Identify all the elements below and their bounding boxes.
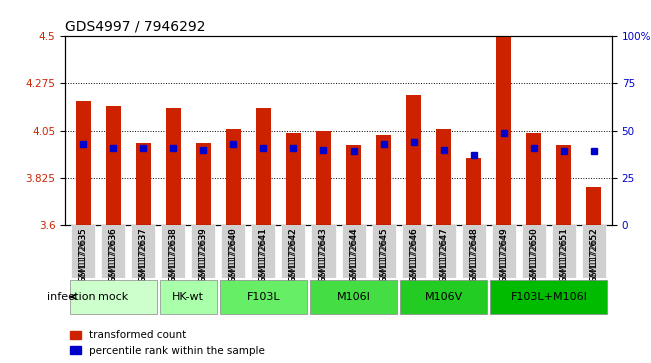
FancyBboxPatch shape — [71, 225, 95, 278]
FancyBboxPatch shape — [310, 280, 397, 314]
Text: GSM1172642: GSM1172642 — [289, 228, 298, 281]
Text: GSM1172648: GSM1172648 — [469, 228, 478, 281]
FancyBboxPatch shape — [161, 225, 186, 278]
Text: GSM1172635: GSM1172635 — [79, 228, 88, 288]
FancyBboxPatch shape — [132, 225, 155, 278]
FancyBboxPatch shape — [342, 225, 366, 278]
FancyBboxPatch shape — [402, 225, 426, 278]
FancyBboxPatch shape — [552, 225, 576, 278]
Text: GSM1172637: GSM1172637 — [139, 228, 148, 288]
FancyBboxPatch shape — [432, 225, 456, 278]
Bar — [286, 133, 301, 225]
Bar — [166, 107, 181, 225]
Bar — [346, 145, 361, 225]
FancyBboxPatch shape — [220, 280, 307, 314]
Text: GSM1172638: GSM1172638 — [169, 228, 178, 281]
FancyBboxPatch shape — [191, 225, 215, 278]
Text: F103L+M106I: F103L+M106I — [510, 292, 587, 302]
Text: GSM1172643: GSM1172643 — [319, 228, 328, 288]
Text: GSM1172649: GSM1172649 — [499, 228, 508, 288]
FancyBboxPatch shape — [492, 225, 516, 278]
Text: GSM1172648: GSM1172648 — [469, 228, 478, 288]
Text: HK-wt: HK-wt — [173, 292, 204, 302]
Text: GSM1172646: GSM1172646 — [409, 228, 418, 281]
Text: GSM1172639: GSM1172639 — [199, 228, 208, 288]
Bar — [76, 101, 90, 225]
Text: GDS4997 / 7946292: GDS4997 / 7946292 — [65, 20, 206, 34]
Text: F103L: F103L — [247, 292, 280, 302]
FancyBboxPatch shape — [582, 225, 606, 278]
Text: GSM1172646: GSM1172646 — [409, 228, 418, 288]
Bar — [226, 129, 241, 225]
Text: GSM1172636: GSM1172636 — [109, 228, 118, 288]
FancyBboxPatch shape — [159, 280, 217, 314]
Bar — [196, 143, 211, 225]
Bar — [376, 135, 391, 225]
FancyBboxPatch shape — [101, 225, 125, 278]
Bar — [496, 36, 511, 225]
FancyBboxPatch shape — [490, 280, 607, 314]
Bar — [105, 106, 120, 225]
Text: GSM1172641: GSM1172641 — [259, 228, 268, 281]
Text: GSM1172652: GSM1172652 — [589, 228, 598, 281]
Bar — [466, 158, 481, 225]
FancyBboxPatch shape — [221, 225, 245, 278]
Text: M106V: M106V — [424, 292, 463, 302]
Text: GSM1172643: GSM1172643 — [319, 228, 328, 281]
Text: GSM1172645: GSM1172645 — [379, 228, 388, 288]
Text: GSM1172641: GSM1172641 — [259, 228, 268, 288]
Text: GSM1172644: GSM1172644 — [349, 228, 358, 281]
Bar — [406, 95, 421, 225]
Text: GSM1172647: GSM1172647 — [439, 228, 448, 288]
Text: GSM1172644: GSM1172644 — [349, 228, 358, 288]
FancyBboxPatch shape — [70, 280, 157, 314]
Text: GSM1172640: GSM1172640 — [229, 228, 238, 281]
Text: GSM1172639: GSM1172639 — [199, 228, 208, 281]
Text: GSM1172635: GSM1172635 — [79, 228, 88, 281]
Bar — [587, 187, 602, 225]
Legend: transformed count, percentile rank within the sample: transformed count, percentile rank withi… — [70, 330, 265, 356]
Bar — [436, 129, 451, 225]
Text: GSM1172642: GSM1172642 — [289, 228, 298, 288]
Bar — [316, 131, 331, 225]
FancyBboxPatch shape — [522, 225, 546, 278]
Bar — [526, 133, 542, 225]
FancyBboxPatch shape — [281, 225, 305, 278]
Bar — [135, 143, 151, 225]
Text: GSM1172638: GSM1172638 — [169, 228, 178, 288]
Bar — [557, 145, 572, 225]
Text: GSM1172645: GSM1172645 — [379, 228, 388, 281]
Text: GSM1172636: GSM1172636 — [109, 228, 118, 281]
Text: GSM1172647: GSM1172647 — [439, 228, 448, 281]
Text: GSM1172652: GSM1172652 — [589, 228, 598, 288]
Text: M106I: M106I — [337, 292, 370, 302]
Bar — [256, 107, 271, 225]
Text: mock: mock — [98, 292, 128, 302]
Text: infection: infection — [47, 292, 96, 302]
FancyBboxPatch shape — [372, 225, 396, 278]
Text: GSM1172650: GSM1172650 — [529, 228, 538, 281]
Text: GSM1172651: GSM1172651 — [559, 228, 568, 281]
FancyBboxPatch shape — [462, 225, 486, 278]
FancyBboxPatch shape — [311, 225, 335, 278]
Text: GSM1172637: GSM1172637 — [139, 228, 148, 281]
Text: GSM1172649: GSM1172649 — [499, 228, 508, 281]
Text: GSM1172651: GSM1172651 — [559, 228, 568, 288]
FancyBboxPatch shape — [251, 225, 275, 278]
FancyBboxPatch shape — [400, 280, 487, 314]
Text: GSM1172650: GSM1172650 — [529, 228, 538, 288]
Text: GSM1172640: GSM1172640 — [229, 228, 238, 288]
